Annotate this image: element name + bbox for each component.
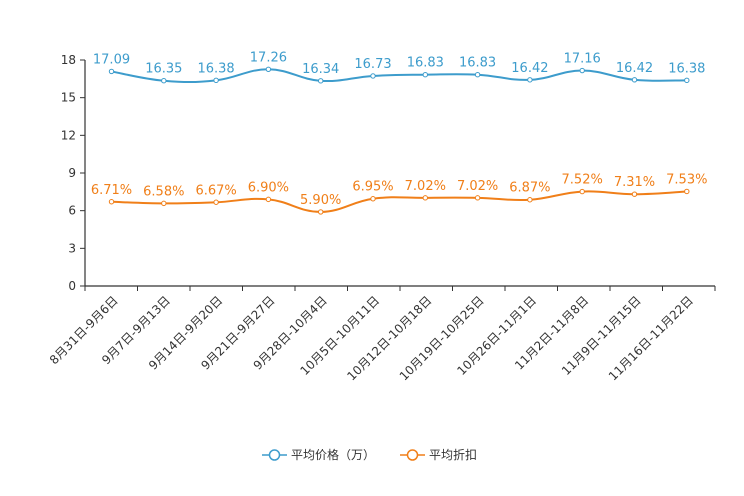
data-label: 7.02%	[457, 179, 498, 194]
data-label: 17.09	[93, 52, 130, 67]
axes	[84, 60, 715, 287]
data-label: 7.52%	[562, 173, 603, 188]
data-point	[422, 195, 428, 201]
data-point	[579, 188, 585, 195]
data-point	[631, 191, 638, 197]
data-label: 6.90%	[248, 180, 289, 195]
data-label: 16.38	[197, 61, 234, 76]
legend: 平均价格（万） 平均折扣	[262, 447, 477, 462]
data-point	[108, 199, 115, 205]
y-axis-ticks: 0 3 6 9 12 15 18	[61, 53, 85, 293]
y-tick-label: 0	[68, 279, 76, 293]
data-label: 17.26	[250, 50, 287, 65]
data-label: 16.42	[616, 61, 653, 76]
data-point	[684, 188, 690, 195]
data-label: 6.71%	[91, 183, 132, 198]
data-point	[527, 197, 533, 203]
data-point	[474, 71, 481, 78]
data-label: 6.58%	[143, 184, 184, 199]
data-point	[318, 209, 324, 215]
legend-item-0: 平均价格（万）	[262, 447, 375, 462]
y-tick-label: 18	[61, 53, 76, 67]
y-tick-label: 9	[68, 166, 76, 180]
data-label: 16.42	[511, 61, 548, 76]
data-point	[265, 196, 272, 203]
data-label: 16.38	[668, 61, 705, 76]
data-point	[265, 66, 272, 72]
y-tick-label: 12	[61, 128, 76, 142]
y-tick-label: 6	[68, 204, 76, 218]
series-0	[108, 66, 690, 84]
data-point	[108, 68, 115, 75]
data-label: 6.67%	[195, 183, 236, 198]
data-label: 6.95%	[352, 180, 393, 195]
data-labels: 17.09 16.35 16.38 17.26 16.34 16.73 16.83 16.83…	[91, 50, 708, 208]
series-1	[108, 188, 690, 215]
data-label: 16.83	[407, 56, 444, 71]
data-label: 16.83	[459, 56, 496, 71]
data-point	[161, 78, 167, 84]
data-label: 16.73	[354, 57, 391, 72]
data-point	[474, 195, 481, 201]
data-point	[370, 196, 376, 202]
data-label: 5.90%	[300, 193, 341, 208]
data-point	[213, 199, 219, 205]
data-label: 7.31%	[614, 175, 655, 190]
data-point	[161, 200, 167, 207]
data-point	[422, 71, 428, 78]
series-line-0	[111, 68, 687, 84]
data-point	[579, 67, 585, 74]
data-point	[370, 73, 376, 79]
data-label: 16.34	[302, 62, 339, 77]
data-label: 7.53%	[666, 172, 707, 187]
y-tick-label: 3	[68, 241, 76, 255]
data-label: 16.35	[145, 62, 182, 77]
y-tick-label: 15	[61, 91, 76, 105]
legend-marker-icon	[406, 449, 419, 461]
legend-label: 平均折扣	[429, 447, 477, 462]
data-point	[684, 77, 690, 84]
series-line-1	[111, 190, 687, 213]
data-label: 17.16	[564, 52, 601, 67]
data-point	[527, 77, 533, 83]
legend-label: 平均价格（万）	[291, 447, 375, 462]
series-layer	[108, 66, 690, 215]
data-label: 7.02%	[405, 179, 446, 194]
legend-marker-icon	[268, 449, 281, 461]
data-point	[213, 77, 219, 84]
x-axis-ticks: 8月31日-9月6日9月7日-9月13日9月14日-9月20日9月21日-9月2…	[47, 286, 716, 383]
legend-item-1: 平均折扣	[400, 447, 477, 462]
data-label: 6.87%	[509, 181, 550, 196]
data-point	[631, 77, 638, 83]
data-point	[318, 78, 324, 84]
